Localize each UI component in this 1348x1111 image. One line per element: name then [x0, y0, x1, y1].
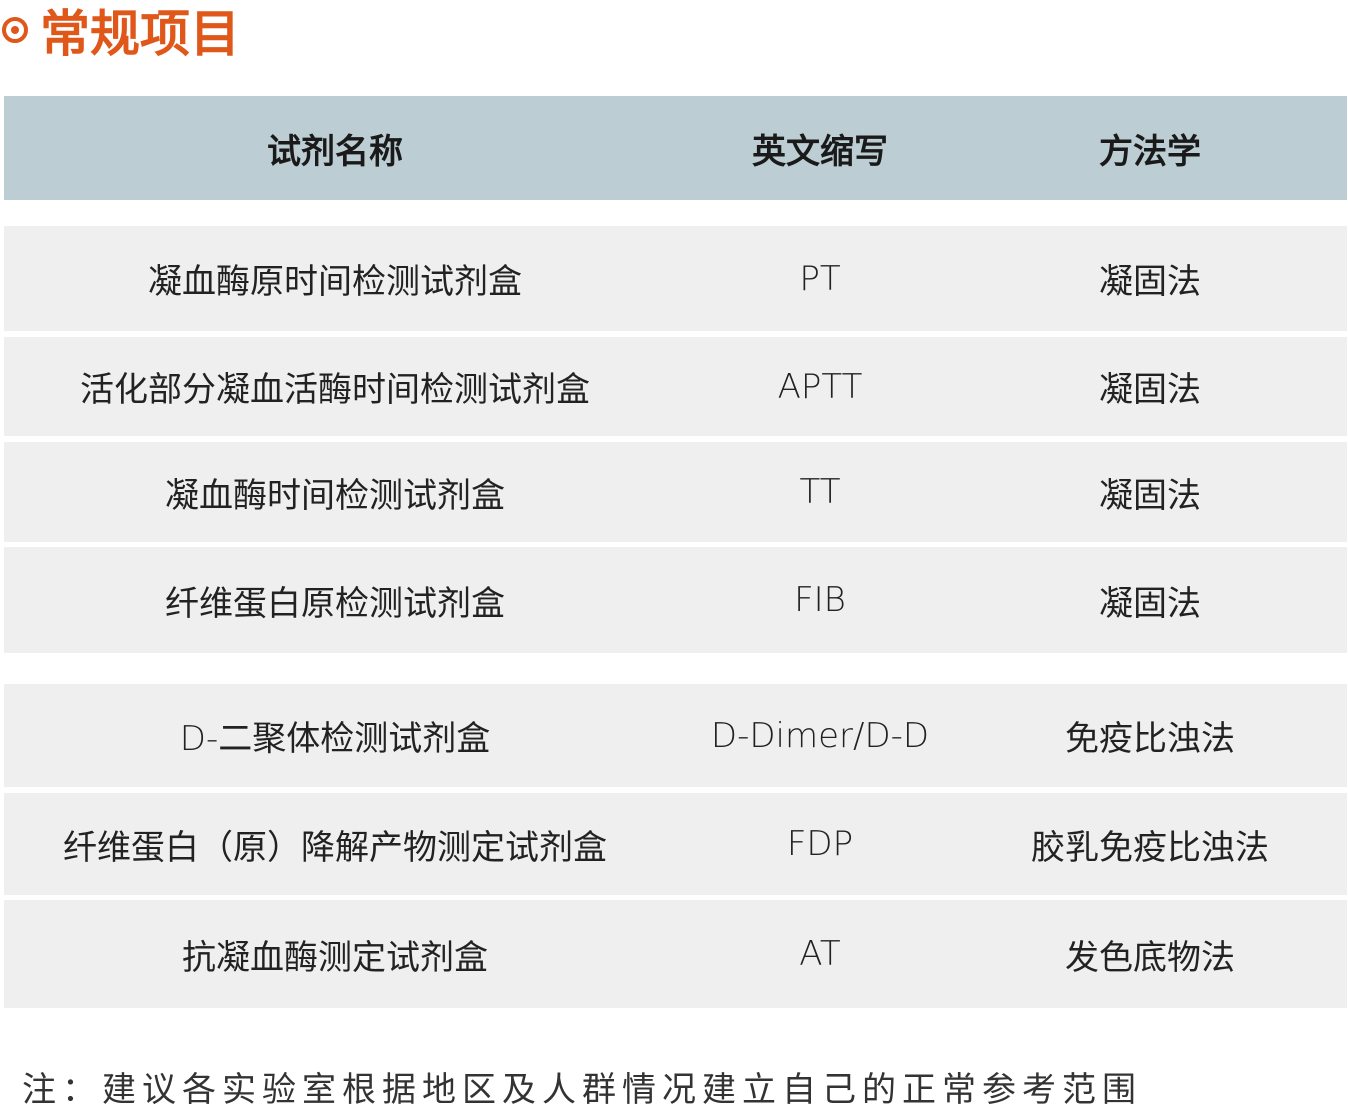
reagent-name: D-二聚体检测试剂盒 [179, 719, 491, 759]
method: 凝固法 [1099, 370, 1201, 410]
abbreviation: TT [799, 472, 841, 512]
method: 凝固法 [1099, 583, 1201, 624]
abbreviation: APTT [777, 366, 863, 407]
table-row: 纤维蛋白（原）降解产物测定试剂盒 FDP 胶乳免疫比浊法 [4, 793, 1347, 895]
abbreviation: PT [799, 258, 841, 299]
table-header: 试剂名称 英文缩写 方法学 [4, 96, 1347, 200]
reagent-name: 凝血酶原时间检测试剂盒 [148, 262, 522, 302]
abbreviation: D-Dimer/D-D [710, 715, 930, 756]
abbreviation: FDP [786, 824, 854, 864]
bullet-circle-icon [2, 17, 28, 43]
table-row: D-二聚体检测试剂盒 D-Dimer/D-D 免疫比浊法 [4, 684, 1347, 787]
reagent-name: 活化部分凝血活酶时间检测试剂盒 [80, 370, 590, 410]
reagent-name: 纤维蛋白（原）降解产物测定试剂盒 [63, 827, 607, 868]
header-name: 试剂名称 [267, 131, 403, 172]
abbreviation: AT [799, 934, 841, 974]
reagent-name: 纤维蛋白原检测试剂盒 [165, 583, 505, 624]
table-row: 纤维蛋白原检测试剂盒 FIB 凝固法 [4, 547, 1347, 653]
section-title: 常规项目 [0, 0, 240, 63]
section-title-text: 常规项目 [40, 5, 240, 63]
method: 胶乳免疫比浊法 [1031, 827, 1269, 868]
method: 凝固法 [1099, 262, 1201, 302]
method: 免疫比浊法 [1065, 719, 1235, 759]
table-row: 抗凝血酶测定试剂盒 AT 发色底物法 [4, 900, 1347, 1008]
table-row: 凝血酶原时间检测试剂盒 PT 凝固法 [4, 226, 1347, 331]
footnote: 注：建议各实验室根据地区及人群情况建立自己的正常参考范围 [22, 1070, 1142, 1110]
reagent-name: 抗凝血酶测定试剂盒 [182, 937, 488, 978]
header-method: 方法学 [1099, 131, 1201, 172]
abbreviation: FIB [794, 580, 846, 620]
method: 凝固法 [1099, 475, 1201, 516]
table-row: 活化部分凝血活酶时间检测试剂盒 APTT 凝固法 [4, 337, 1347, 436]
table-row: 凝血酶时间检测试剂盒 TT 凝固法 [4, 442, 1347, 542]
reagent-name: 凝血酶时间检测试剂盒 [165, 475, 505, 516]
method: 发色底物法 [1065, 937, 1235, 978]
header-abbr: 英文缩写 [752, 131, 888, 172]
